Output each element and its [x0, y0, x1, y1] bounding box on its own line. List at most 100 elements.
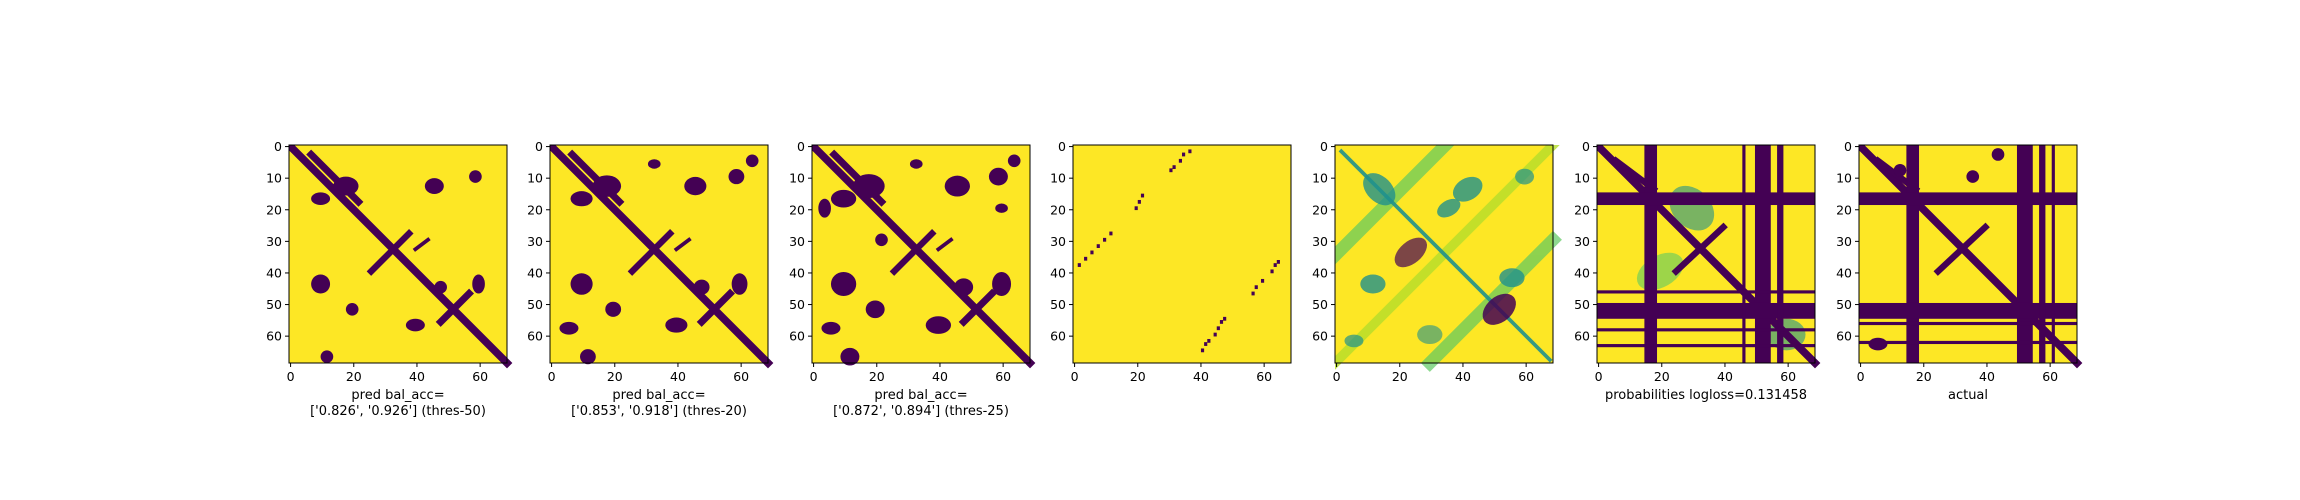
contact-dot	[1188, 149, 1192, 154]
y-tick-label: 50	[527, 297, 543, 312]
heatmap-svg: 0 20 40 60 0 10 20 30 40 50 60	[1050, 139, 1292, 384]
x-axis-label-line-1: probabilities logloss=0.131458	[1604, 388, 1808, 403]
contact-blob	[333, 176, 359, 196]
contact-dot	[1103, 237, 1107, 242]
x-tick-label: 20	[1654, 369, 1670, 384]
x-axis-label: actual	[1838, 388, 2098, 404]
heatmap-cells	[289, 145, 513, 369]
contact-blob	[559, 321, 579, 335]
contact-blob	[570, 273, 593, 295]
contact-blob	[1868, 337, 1888, 351]
x-axis-label-line-2: ['0.853', '0.918'] (thres-20)	[571, 404, 747, 419]
contact-blob	[570, 191, 593, 207]
x-tick-label: 60	[1256, 369, 1272, 384]
contact-dot	[1096, 244, 1100, 248]
contact-blob	[665, 317, 688, 333]
x-tick-label: 20	[1916, 369, 1932, 384]
contact-blob	[1893, 163, 1907, 177]
y-tick-label: 20	[527, 202, 543, 217]
x-tick-label: 0	[287, 369, 295, 384]
contact-blob	[818, 198, 831, 218]
contact-blob	[954, 278, 974, 297]
y-tick-label: 30	[527, 234, 543, 249]
x-tick-label: 60	[472, 369, 488, 384]
contact-blob	[1007, 154, 1021, 168]
y-tick-label: 50	[1050, 297, 1066, 312]
y-tick-label: 40	[1050, 265, 1066, 280]
x-tick-label: 20	[869, 369, 885, 384]
x-axis-label-line-1: actual	[1947, 388, 1989, 403]
masked-band	[1859, 302, 2077, 319]
masked-band	[2016, 145, 2033, 363]
contact-dot	[1140, 193, 1145, 198]
contact-blob	[320, 350, 334, 363]
y-tick-label: 20	[1836, 202, 1852, 217]
contact-blob	[472, 274, 485, 294]
contact-blob	[992, 272, 1012, 297]
x-tick-label: 60	[2042, 369, 2058, 384]
plot-frame	[1334, 144, 1554, 364]
probability-blob	[1482, 293, 1516, 325]
contact-dot	[1254, 285, 1258, 290]
heatmap-svg: 0 20 40 60 0 10 20 30 40 50 60	[789, 139, 1036, 384]
contact-blob	[865, 300, 885, 319]
y-tick-label: 20	[1312, 202, 1328, 217]
x-tick-label: 40	[1979, 369, 1995, 384]
masked-band	[2039, 145, 2046, 363]
x-axis-label-line-2: ['0.872', '0.894'] (thres-25)	[833, 404, 1009, 419]
x-tick-label: 0	[1595, 369, 1603, 384]
x-tick-label: 0	[1071, 369, 1079, 384]
y-tick-label: 40	[266, 265, 282, 280]
heatmap-cells	[812, 145, 1036, 369]
masked-band	[1859, 321, 2077, 326]
contact-dot	[1084, 256, 1088, 261]
heatmap-cells	[1335, 145, 1562, 372]
x-tick-label: 40	[1717, 369, 1733, 384]
contact-dot	[1204, 342, 1208, 346]
y-tick-label: 0	[535, 139, 543, 154]
contact-blob	[875, 233, 888, 247]
heatmap-panel: 0 20 40 60 0 10 20 30 40 50 60 actual	[1829, 139, 2089, 425]
diagonal-band	[812, 145, 1036, 369]
y-tick-label: 30	[1312, 234, 1328, 249]
plot-frame	[1858, 144, 2078, 364]
contact-dot	[1172, 165, 1176, 170]
x-tick-label: 40	[1193, 369, 1209, 384]
contact-dot	[1134, 206, 1138, 211]
contact-blob	[853, 174, 885, 199]
y-tick-label: 0	[1582, 139, 1590, 154]
y-tick-label: 40	[527, 265, 543, 280]
heatmap-cells	[550, 145, 774, 369]
contact-stripe	[412, 237, 431, 252]
contact-blob	[647, 159, 661, 169]
x-tick-label: 0	[1857, 369, 1865, 384]
heatmap-svg: 0 20 40 60 0 10 20 30 40 50 60	[1574, 139, 1821, 384]
plot-frame	[1596, 144, 1816, 364]
y-tick-label: 20	[1574, 202, 1590, 217]
contact-stripe	[958, 288, 998, 327]
y-tick-label: 40	[1836, 265, 1852, 280]
y-tick-label: 40	[789, 265, 805, 280]
heatmap-background	[1073, 145, 1291, 363]
contact-blob	[592, 175, 622, 197]
contact-blob	[731, 273, 748, 295]
heatmap-cells	[1859, 145, 2083, 369]
heatmap-panel: 0 20 40 60 0 10 20 30 40 50 60 pred bal_acc= ['0.853…	[520, 139, 780, 425]
contact-stripe	[673, 237, 692, 252]
y-tick-label: 10	[266, 171, 282, 186]
contact-blob	[1991, 148, 2005, 161]
x-axis-label: pred bal_acc= ['0.853', '0.918'] (thres-2…	[529, 388, 789, 420]
y-tick-label: 30	[1836, 234, 1852, 249]
y-tick-label: 60	[266, 329, 282, 344]
y-tick-label: 20	[789, 202, 805, 217]
y-tick-label: 30	[266, 234, 282, 249]
masked-band	[1597, 302, 1815, 319]
heatmap-svg: 0 20 40 60 0 10 20 30 40 50 60	[1836, 139, 2083, 384]
contact-blob	[745, 154, 759, 168]
contact-blob	[830, 272, 857, 297]
probability-blob	[1360, 274, 1386, 294]
x-tick-label: 60	[1518, 369, 1534, 384]
probability-blob	[1515, 168, 1535, 185]
x-tick-label: 20	[607, 369, 623, 384]
contact-stripe	[627, 228, 675, 276]
